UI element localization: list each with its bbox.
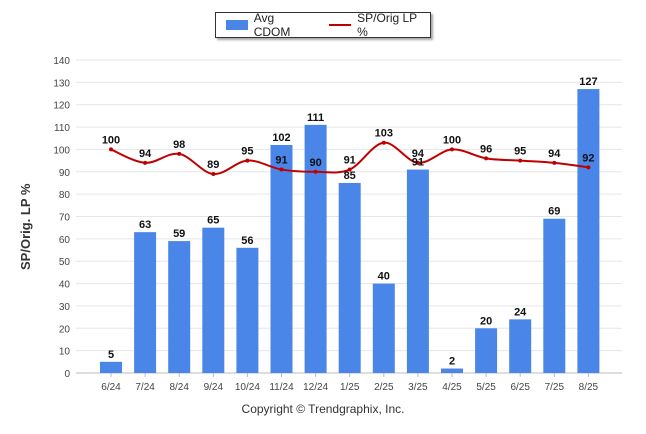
y-tick-label: 140 <box>53 56 70 67</box>
x-tick-label: 4/25 <box>442 382 462 393</box>
bar-data-label: 2 <box>449 356 455 368</box>
line-data-label: 92 <box>582 152 594 164</box>
bar[interactable] <box>202 227 225 373</box>
bar[interactable] <box>304 124 327 373</box>
y-tick-label: 0 <box>64 369 70 380</box>
line-point[interactable] <box>552 160 557 165</box>
bar[interactable] <box>441 368 463 373</box>
chart-legend: Avg CDOM SP/Orig LP % <box>215 11 431 39</box>
x-tick-label: 7/25 <box>545 382 565 393</box>
bar-data-label: 111 <box>307 112 324 124</box>
line-data-label: 91 <box>275 155 287 167</box>
x-tick-label: 6/25 <box>510 382 530 393</box>
line-point[interactable] <box>109 147 113 152</box>
y-tick-label: 60 <box>59 235 71 246</box>
bar-data-label: 40 <box>378 271 390 283</box>
bar-data-label: 59 <box>173 228 185 240</box>
line-point[interactable] <box>347 167 352 172</box>
y-tick-label: 70 <box>59 213 71 224</box>
line-data-label: 90 <box>309 157 321 169</box>
x-tick-label: 6/24 <box>101 382 121 393</box>
x-tick-label: 8/25 <box>579 382 599 393</box>
y-tick-label: 110 <box>54 123 70 134</box>
x-tick-label: 1/25 <box>340 382 360 393</box>
bar-data-label: 20 <box>480 315 492 327</box>
line-point[interactable] <box>518 158 523 163</box>
bar[interactable] <box>236 247 259 373</box>
copyright-footer: Copyright © Trendgraphix, Inc. <box>241 402 405 416</box>
bar-data-label: 102 <box>272 132 290 144</box>
legend-label-sp-orig: SP/Orig LP % <box>357 11 417 39</box>
x-tick-label: 11/24 <box>269 382 294 393</box>
bar-data-label: 91 <box>412 157 424 169</box>
line-data-label: 94 <box>139 148 152 160</box>
line-data-label: 95 <box>241 146 253 158</box>
y-tick-label: 90 <box>59 168 71 179</box>
bar[interactable] <box>100 361 122 373</box>
bar-data-label: 24 <box>514 306 527 318</box>
x-tick-label: 3/25 <box>408 382 428 393</box>
bar[interactable] <box>168 241 191 373</box>
y-tick-label: 20 <box>59 324 71 335</box>
y-tick-label: 40 <box>59 280 71 291</box>
y-tick-label: 80 <box>59 190 71 201</box>
line-point[interactable] <box>586 165 591 170</box>
bar[interactable] <box>338 182 361 373</box>
bar[interactable] <box>577 89 600 374</box>
bar-data-label: 65 <box>207 215 219 227</box>
bar[interactable] <box>134 232 157 373</box>
bar-data-label: 85 <box>344 170 356 182</box>
line-data-label: 91 <box>344 155 356 167</box>
line-data-label: 98 <box>173 139 185 151</box>
y-tick-label: 120 <box>53 101 70 112</box>
y-tick-label: 130 <box>53 78 70 89</box>
line-point[interactable] <box>313 169 318 174</box>
legend-item-avg-cdom[interactable]: Avg CDOM <box>226 11 313 39</box>
x-tick-label: 2/25 <box>374 382 394 393</box>
line-point[interactable] <box>415 160 420 165</box>
line-data-label: 94 <box>548 148 561 160</box>
y-tick-label: 30 <box>59 302 71 313</box>
x-tick-label: 5/25 <box>476 382 496 393</box>
bar-swatch-icon <box>226 20 248 30</box>
bar[interactable] <box>372 283 395 373</box>
bar-data-label: 127 <box>579 76 597 88</box>
legend-label-avg-cdom: Avg CDOM <box>253 11 291 39</box>
line-data-label: 103 <box>375 128 393 140</box>
bar[interactable] <box>509 319 532 373</box>
bar[interactable] <box>406 169 429 373</box>
line-data-label: 100 <box>102 134 120 146</box>
legend-item-sp-orig[interactable]: SP/Orig LP % <box>323 11 430 39</box>
line-point[interactable] <box>381 140 386 145</box>
line-data-label: 100 <box>443 134 461 146</box>
line-point[interactable] <box>177 151 182 156</box>
line-data-label: 89 <box>207 159 219 171</box>
x-tick-label: 8/24 <box>169 382 189 393</box>
bar-data-label: 56 <box>241 235 253 247</box>
bar-data-label: 5 <box>108 349 114 361</box>
bar[interactable] <box>475 328 498 373</box>
line-point[interactable] <box>211 172 216 177</box>
x-tick-label: 12/24 <box>303 382 328 393</box>
bar[interactable] <box>270 144 293 373</box>
line-point[interactable] <box>484 156 489 161</box>
line-data-label: 94 <box>412 148 425 160</box>
line-point[interactable] <box>143 160 148 165</box>
y-tick-label: 50 <box>59 257 71 268</box>
line-point[interactable] <box>279 167 284 172</box>
bar-data-label: 63 <box>139 219 151 231</box>
line-swatch-icon <box>329 24 352 26</box>
x-tick-label: 7/24 <box>135 382 155 393</box>
line-data-label: 95 <box>514 146 526 158</box>
x-tick-label: 10/24 <box>235 382 260 393</box>
y-tick-label: 100 <box>53 145 70 156</box>
line-point[interactable] <box>450 147 454 152</box>
line-data-label: 96 <box>480 143 492 155</box>
bar[interactable] <box>543 218 566 373</box>
y-tick-label: 10 <box>59 347 71 358</box>
bar-data-label: 69 <box>548 206 560 218</box>
line-point[interactable] <box>245 158 250 163</box>
x-tick-label: 9/24 <box>204 382 224 393</box>
